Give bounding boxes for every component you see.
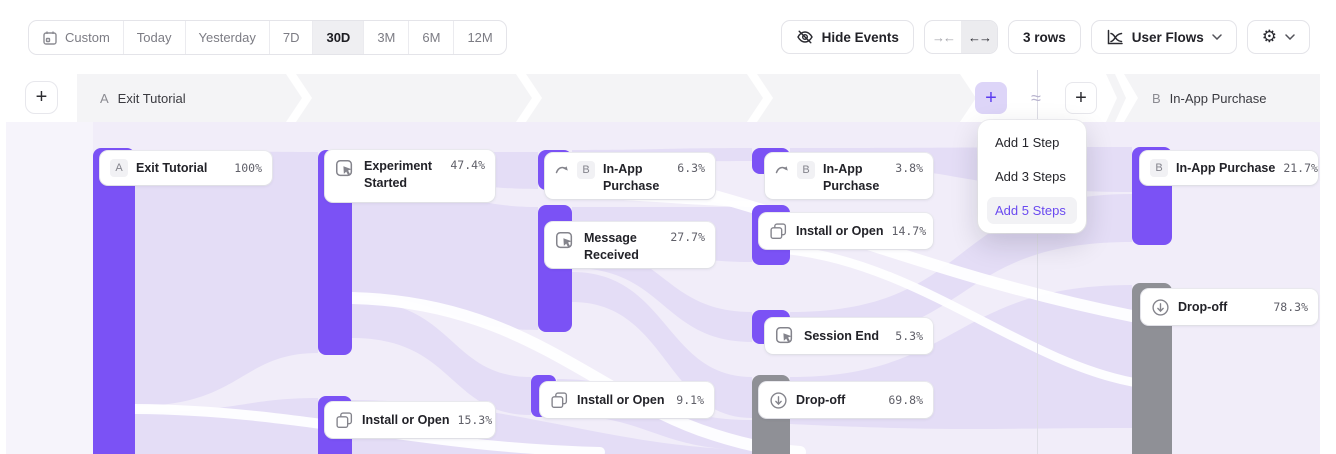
flow-ribbon [572, 272, 752, 418]
section-divider [1037, 70, 1038, 454]
band-b-letter: B [1152, 90, 1161, 106]
autotrack-cursor-icon [335, 159, 356, 180]
band-a-label[interactable]: A Exit Tutorial [100, 74, 186, 122]
step-band-segment[interactable] [526, 74, 763, 122]
autotrack-cursor-icon [775, 326, 796, 347]
width-toggle: →← ←→ [923, 20, 998, 54]
flow-node-install-or-open[interactable]: Install or Open 14.7% [759, 213, 933, 249]
menu-item-add-5-steps[interactable]: Add 5 Steps [987, 197, 1077, 224]
autotrack-cursor-icon [555, 231, 576, 252]
chevron-down-icon [1285, 34, 1295, 40]
add-start-step-button[interactable]: + [25, 81, 58, 114]
date-range-custom[interactable]: Custom [29, 21, 123, 54]
flow-node-session-end[interactable]: Session End 5.3% [765, 318, 933, 354]
hide-events-label: Hide Events [821, 29, 899, 45]
flow-node-message-received[interactable]: Message Received 27.7% [545, 222, 715, 268]
date-range-label: Custom [65, 30, 110, 45]
flow-node-in-app-purchase-b[interactable]: B In-App Purchase 21.7% [1140, 151, 1318, 185]
rows-button[interactable]: 3 rows [1007, 20, 1081, 54]
date-range-12m[interactable]: 12M [453, 21, 505, 54]
band-a-name: Exit Tutorial [117, 90, 186, 106]
flow-ribbon [572, 244, 752, 342]
flow-node-experiment-started[interactable]: Experiment Started 47.4% [325, 150, 495, 202]
calendar-icon [43, 31, 57, 45]
date-range-30d-selected[interactable]: 30D [312, 21, 364, 54]
band-b-chevron [1106, 74, 1126, 122]
date-range-3m[interactable]: 3M [363, 21, 408, 54]
flow-canvas-left-gutter [6, 122, 93, 454]
toolbar-right: Hide Events →← ←→ 3 rows User Flows ⚙ [780, 20, 1310, 54]
flow-node-exit-tutorial[interactable]: A Exit Tutorial 100% [100, 151, 272, 185]
band-b-segment[interactable] [1124, 74, 1320, 122]
flow-gap [785, 245, 1137, 387]
step-band-segment[interactable] [757, 74, 976, 122]
expand-columns-button[interactable]: ←→ [960, 21, 997, 53]
drop-off-arrow-icon [1151, 298, 1170, 317]
flow-node-install-or-open[interactable]: Install or Open 15.3% [325, 402, 495, 438]
rows-label: 3 rows [1022, 29, 1066, 45]
settings-button[interactable]: ⚙ [1246, 20, 1310, 54]
flow-node-install-or-open[interactable]: Install or Open 9.1% [540, 382, 714, 418]
user-flows-icon [1107, 29, 1123, 45]
band-b-label[interactable]: B In-App Purchase [1152, 74, 1267, 122]
approx-symbol: ≈ [1031, 87, 1041, 108]
overlap-squares-icon [769, 222, 788, 241]
overlap-squares-icon [550, 391, 569, 410]
view-selector-label: User Flows [1131, 29, 1204, 45]
date-range-6m[interactable]: 6M [408, 21, 453, 54]
flow-node-drop-off[interactable]: Drop-off 69.8% [759, 382, 933, 418]
event-letter-badge: B [577, 161, 595, 179]
view-selector-button[interactable]: User Flows [1090, 20, 1237, 54]
add-steps-menu: Add 1 Step Add 3 Steps Add 5 Steps [978, 120, 1086, 233]
step-band-segment[interactable] [77, 74, 302, 122]
flow-node-in-app-purchase[interactable]: B In-App Purchase 6.3% [545, 153, 715, 199]
drop-off-arrow-icon [769, 391, 788, 410]
flow-bar-exit-tutorial[interactable] [93, 148, 135, 454]
event-letter-badge: B [797, 161, 815, 179]
flow-node-drop-off-b[interactable]: Drop-off 78.3% [1141, 289, 1318, 325]
flow-ribbon [352, 174, 538, 330]
hide-events-button[interactable]: Hide Events [780, 20, 914, 54]
eye-off-icon [796, 30, 813, 44]
overlap-squares-icon [335, 411, 354, 430]
add-end-step-button[interactable]: + [1065, 82, 1097, 114]
date-range-yesterday[interactable]: Yesterday [184, 21, 269, 54]
menu-item-add-1-step[interactable]: Add 1 Step [995, 135, 1060, 150]
band-a-letter: A [100, 90, 109, 106]
date-range-7d[interactable]: 7D [268, 21, 313, 54]
menu-item-add-3-steps[interactable]: Add 3 Steps [995, 169, 1066, 184]
jump-arrow-icon [775, 162, 789, 176]
date-range-selector: Custom Today Yesterday 7D 30D 3M 6M 12M [28, 20, 507, 55]
flow-ribbon [135, 150, 318, 406]
event-letter-badge: B [1150, 159, 1168, 177]
jump-arrow-icon [555, 162, 569, 176]
add-step-button-active[interactable]: + [975, 82, 1007, 114]
chevron-down-icon [1212, 34, 1222, 40]
date-range-today[interactable]: Today [122, 21, 185, 54]
event-letter-badge: A [110, 159, 128, 177]
gear-icon: ⚙ [1261, 26, 1277, 47]
collapse-columns-button[interactable]: →← [931, 29, 956, 45]
flow-ribbon [352, 300, 531, 415]
step-band-segment[interactable] [296, 74, 532, 122]
band-b-name: In-App Purchase [1169, 90, 1267, 106]
flow-node-in-app-purchase[interactable]: B In-App Purchase 3.8% [765, 153, 933, 199]
